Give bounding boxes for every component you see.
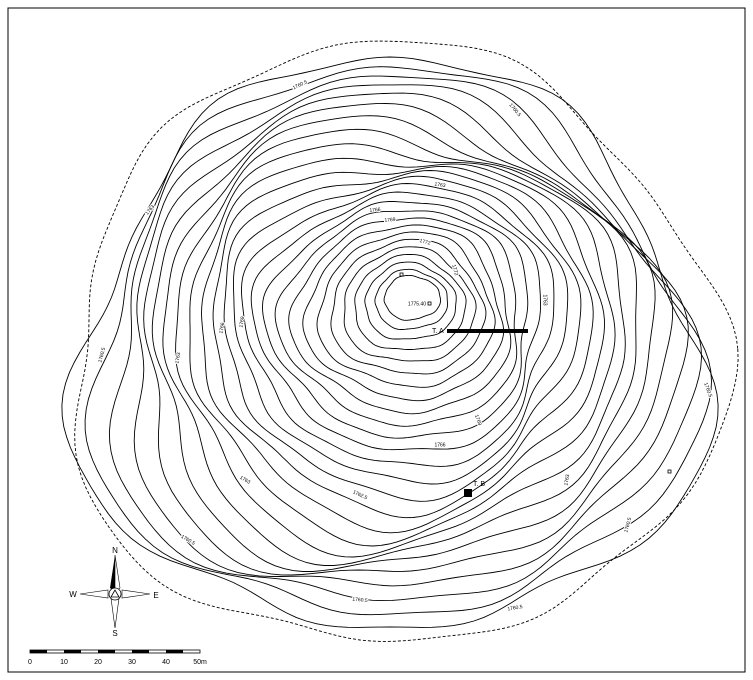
- contour-label: 1772: [450, 264, 459, 277]
- spot-marker: [427, 301, 432, 306]
- site-boundary: [74, 40, 739, 642]
- contour-label: 1769: [473, 414, 483, 427]
- contour-label: 1766: [369, 207, 381, 214]
- contour-label: 1760.5: [352, 597, 368, 604]
- compass-w: W: [69, 590, 77, 599]
- contour-line: [212, 165, 594, 519]
- scale-segment: [166, 650, 183, 653]
- contour-line: [133, 84, 689, 587]
- contour-label: 1772: [419, 238, 432, 247]
- compass-s: S: [112, 629, 117, 638]
- contour-line: [364, 261, 457, 340]
- contour-label: 1766: [218, 322, 226, 334]
- scale-label: 40: [162, 659, 170, 666]
- contour-line: [374, 268, 448, 330]
- contour-line: [330, 238, 487, 375]
- contour-line: [189, 143, 616, 547]
- contour-line: [175, 128, 626, 558]
- contour-line: [343, 246, 477, 362]
- contour-label: 1769: [238, 316, 246, 328]
- contour-label: 1760.5: [97, 347, 107, 364]
- scale-label: 0: [28, 659, 32, 666]
- contour-line: [274, 210, 518, 427]
- scale-segment: [98, 650, 115, 653]
- contour-line: [201, 157, 605, 534]
- contour-line: [151, 103, 656, 572]
- contour-label: 1766: [434, 442, 445, 448]
- contour-label: 1763: [563, 474, 571, 486]
- contour-line: [223, 170, 582, 502]
- contour-line: [250, 191, 541, 451]
- trench-b-label: T. B: [473, 481, 485, 488]
- contour-line: [61, 56, 719, 628]
- contour-line: [316, 231, 496, 388]
- compass: N S W E: [69, 546, 158, 638]
- scale-segment: [64, 650, 81, 653]
- scale-label: 20: [94, 659, 102, 666]
- summit-marker: [399, 272, 404, 277]
- contour-label: 1763: [434, 181, 446, 189]
- contour-line: [84, 66, 712, 616]
- contour-line: [162, 115, 637, 566]
- scale-label: 50m: [193, 659, 207, 666]
- contour-line: [288, 217, 512, 415]
- contour-line: [233, 175, 569, 485]
- compass-center: [110, 589, 120, 598]
- contour-line: [143, 92, 674, 576]
- east-arrow: [121, 589, 151, 599]
- north-arrow: [110, 555, 115, 592]
- contour-label: 1763: [542, 294, 548, 305]
- contour-line: [302, 224, 505, 402]
- scale-bar: 0 10 20 30 40 50m: [28, 649, 207, 666]
- contour-line: [354, 254, 467, 350]
- contour-label: 1760.5: [623, 517, 633, 534]
- contour-line: [108, 75, 702, 602]
- west-arrow: [79, 589, 109, 599]
- contour-line: [262, 201, 529, 439]
- spot-height: 1775.40: [408, 301, 426, 307]
- scale-label: 30: [128, 659, 136, 666]
- compass-e: E: [153, 591, 158, 600]
- contour-label: 1760.5: [507, 604, 523, 613]
- trench-a-label: T. A: [432, 328, 444, 335]
- marker: [667, 469, 672, 474]
- scale-label: 10: [60, 659, 68, 666]
- scale-segment: [30, 650, 47, 653]
- contour-label: 1763: [174, 352, 182, 364]
- contour-line: [241, 183, 555, 467]
- trench-b: [464, 489, 472, 497]
- scale-segment: [132, 650, 149, 653]
- compass-n: N: [112, 546, 118, 555]
- contour-label: 1769: [384, 217, 396, 224]
- contour-line: [383, 274, 442, 321]
- contours: [61, 40, 739, 642]
- frame: [7, 7, 746, 673]
